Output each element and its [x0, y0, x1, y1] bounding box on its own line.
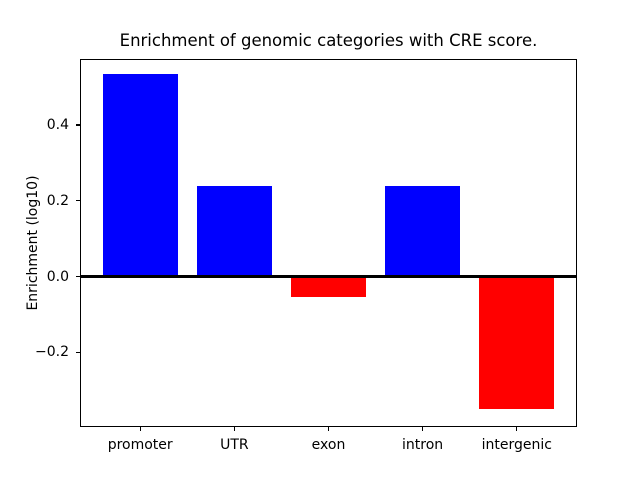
bar-promoter	[102, 73, 178, 277]
chart-title: Enrichment of genomic categories with CR…	[119, 31, 538, 50]
x-tick-label-intron: intron	[402, 437, 444, 453]
y-tick-label: 0.4	[46, 116, 69, 133]
x-tick-label-exon: exon	[311, 437, 346, 453]
bar-intron	[385, 185, 461, 277]
y-tick-label: −0.2	[35, 344, 69, 361]
x-tick-mark	[233, 427, 236, 431]
plot-area-frame	[80, 59, 577, 427]
bar-UTR	[196, 185, 272, 277]
y-tick-label: 0.0	[46, 268, 69, 285]
y-tick-mark	[76, 200, 80, 202]
x-tick-mark	[327, 427, 330, 431]
y-tick-label: 0.2	[46, 192, 69, 209]
x-tick-label-promoter: promoter	[107, 437, 173, 453]
x-tick-label-UTR: UTR	[220, 437, 249, 453]
bar-intergenic	[479, 276, 555, 410]
y-tick-mark	[76, 351, 80, 353]
x-tick-label-intergenic: intergenic	[481, 437, 552, 453]
bar-exon	[290, 276, 367, 298]
zero-axis-line	[80, 275, 577, 278]
x-tick-mark	[139, 427, 141, 431]
x-tick-mark	[421, 427, 424, 431]
y-tick-mark	[76, 275, 80, 278]
x-tick-mark	[516, 427, 518, 431]
y-tick-mark	[76, 124, 80, 126]
